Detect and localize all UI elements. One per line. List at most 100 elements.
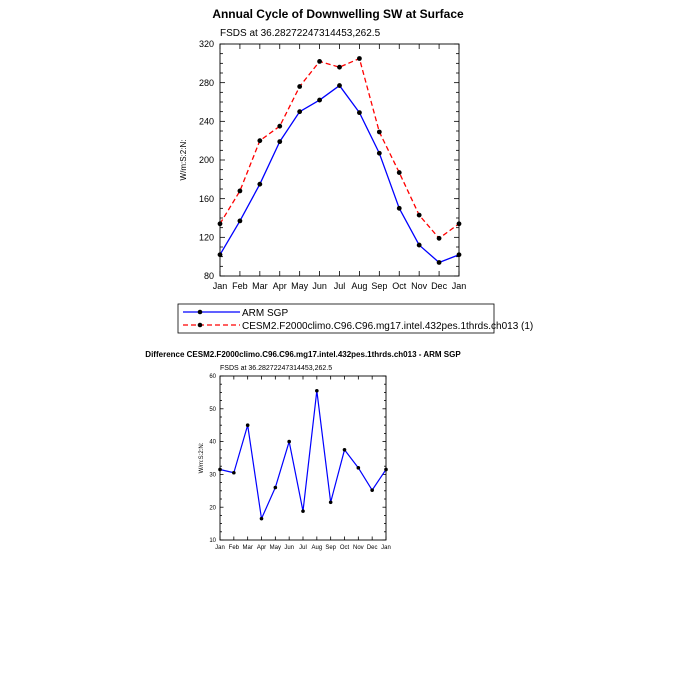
difference-series-0-point [287,439,291,444]
difference-plot-frame [219,375,387,541]
difference-y-tick-label: 30 [209,473,216,479]
legend-label-arm: ARM SGP [242,308,288,319]
annual-cycle-x-tick-label: Mar [252,281,268,291]
difference-series-0-point [315,388,319,393]
annual-cycle-marks [217,56,462,265]
annual-cycle-x-tick-label: Apr [273,281,287,291]
annual-cycle-series-1-point [257,138,263,144]
annual-cycle-x-tick-label: Jun [312,281,327,291]
difference-series-0-point [301,509,305,513]
annual-cycle-x-tick-label: Aug [351,281,367,291]
difference-x-tick-label: Apr [257,545,266,551]
annual-cycle-series-1-point [416,212,422,218]
difference-series-0-point [232,470,236,475]
annual-cycle-series-0-point [396,205,402,211]
annual-cycle-series-0-point [297,109,303,115]
difference-series-0-point [245,423,250,428]
annual-cycle-x-tick-label: Jan [213,281,228,291]
annual-cycle-y-tick-label: 320 [199,39,214,49]
annual-cycle-series-0-point [217,252,223,258]
annual-cycle-series-1-point [396,170,402,175]
annual-cycle-title: Annual Cycle of Downwelling SW at Surfac… [212,7,464,21]
annual-cycle-series-0-point [237,218,243,224]
difference-series-0-point [370,488,374,492]
difference-series-0-point [259,516,264,521]
difference-y-tick-label: 10 [209,538,216,544]
annual-cycle-series-1-point [337,64,342,70]
difference-x-tick-label: Jan [381,545,391,551]
annual-cycle-series-0-point [337,83,342,88]
difference-x-tick-label: Jan [215,545,225,551]
annual-cycle-series-line-0 [219,84,460,264]
annual-cycle-series-0-point [257,181,263,187]
annual-cycle-ylabel: W/m:S:2:N: [179,140,188,181]
legend-marker-cesm [197,322,203,328]
difference-x-tick-label: Jun [284,545,294,551]
annual-cycle-subtitle: FSDS at 36.28272247314453,262.5 [220,28,381,39]
difference-series-0-point [273,485,278,490]
annual-cycle-series-1-point [297,84,303,89]
annual-cycle-y-tick-label: 200 [199,155,214,165]
difference-x-tick-label: Sep [325,545,336,551]
difference-y-tick-label: 20 [209,505,216,511]
difference-ylabel: W/m:S:2:N: [199,442,205,473]
annual-cycle-axes: Jan Feb Mar Apr May Jun Jul Aug Sep Oct Nov Dec Jan8… [199,39,466,291]
annual-cycle-y-tick-label: 240 [199,116,214,126]
difference-chart: Difference CESM2.F2000climo.C96.C96.mg17… [145,350,461,551]
annual-cycle-series-1-point [436,235,442,241]
difference-series-0-point [384,467,388,472]
annual-cycle-series-0-point [436,260,442,265]
annual-cycle-x-tick-label: Feb [232,281,248,291]
legend-box [177,303,495,334]
difference-x-tick-label: Dec [367,545,378,551]
annual-cycle-x-tick-label: Jul [334,281,346,291]
annual-cycle-y-tick-label: 120 [199,232,214,242]
annual-cycle-x-tick-label: Sep [371,281,387,291]
difference-x-tick-label: Nov [353,545,364,551]
annual-cycle-x-tick-label: May [291,281,309,291]
difference-x-tick-label: May [270,545,281,551]
annual-cycle-series-0-point [317,97,322,103]
legend-label-cesm: CESM2.F2000climo.C96.C96.mg17.intel.432p… [242,321,533,332]
difference-series-0-point [218,467,222,472]
difference-x-tick-label: Oct [340,545,350,551]
annual-cycle-chart: Annual Cycle of Downwelling SW at Surfac… [179,7,466,291]
difference-x-tick-label: Feb [229,545,240,551]
annual-cycle-x-tick-label: Nov [411,281,428,291]
difference-y-tick-label: 50 [209,407,216,413]
difference-x-tick-label: Jul [299,545,307,551]
difference-subtitle: FSDS at 36.28272247314453,262.5 [220,365,332,372]
legend-marker-arm [197,309,203,315]
difference-series-0-point [342,448,347,452]
annual-cycle-y-tick-label: 160 [199,194,214,204]
annual-cycle-series-1-point [456,221,462,227]
annual-cycle-plot-frame [219,43,460,277]
annual-cycle-x-tick-label: Dec [431,281,448,291]
annual-cycle-series-1-point [376,129,382,135]
difference-axes: Jan Feb Mar Apr May Jun Jul Aug Sep Oct Nov Dec Jan1… [209,374,391,551]
annual-cycle-x-tick-label: Oct [392,281,407,291]
annual-cycle-series-1-point [317,59,322,64]
annual-cycle-series-0-point [277,139,283,145]
legend: ARM SGP CESM2.F2000climo.C96.C96.mg17.in… [177,303,533,334]
annual-cycle-series-1-point [237,188,243,194]
difference-y-tick-label: 60 [209,374,216,380]
annual-cycle-series-0-point [376,150,382,156]
difference-y-tick-label: 40 [209,440,216,446]
difference-marks [218,388,388,521]
annual-cycle-series-1-point [217,221,223,227]
annual-cycle-y-tick-label: 280 [199,78,214,88]
difference-series-0-point [356,466,361,470]
difference-title: Difference CESM2.F2000climo.C96.C96.mg17… [145,350,461,359]
annual-cycle-series-1-point [357,56,362,61]
difference-x-tick-label: Aug [311,545,322,551]
difference-series-line-0 [219,390,387,520]
annual-cycle-y-tick-label: 80 [204,271,214,281]
annual-cycle-x-tick-label: Jan [452,281,467,291]
annual-cycle-series-1-point [277,123,283,129]
annual-cycle-series-0-point [416,242,422,248]
difference-series-0-point [328,500,333,505]
annual-cycle-series-0-point [456,252,462,258]
annual-cycle-series-0-point [357,110,362,116]
